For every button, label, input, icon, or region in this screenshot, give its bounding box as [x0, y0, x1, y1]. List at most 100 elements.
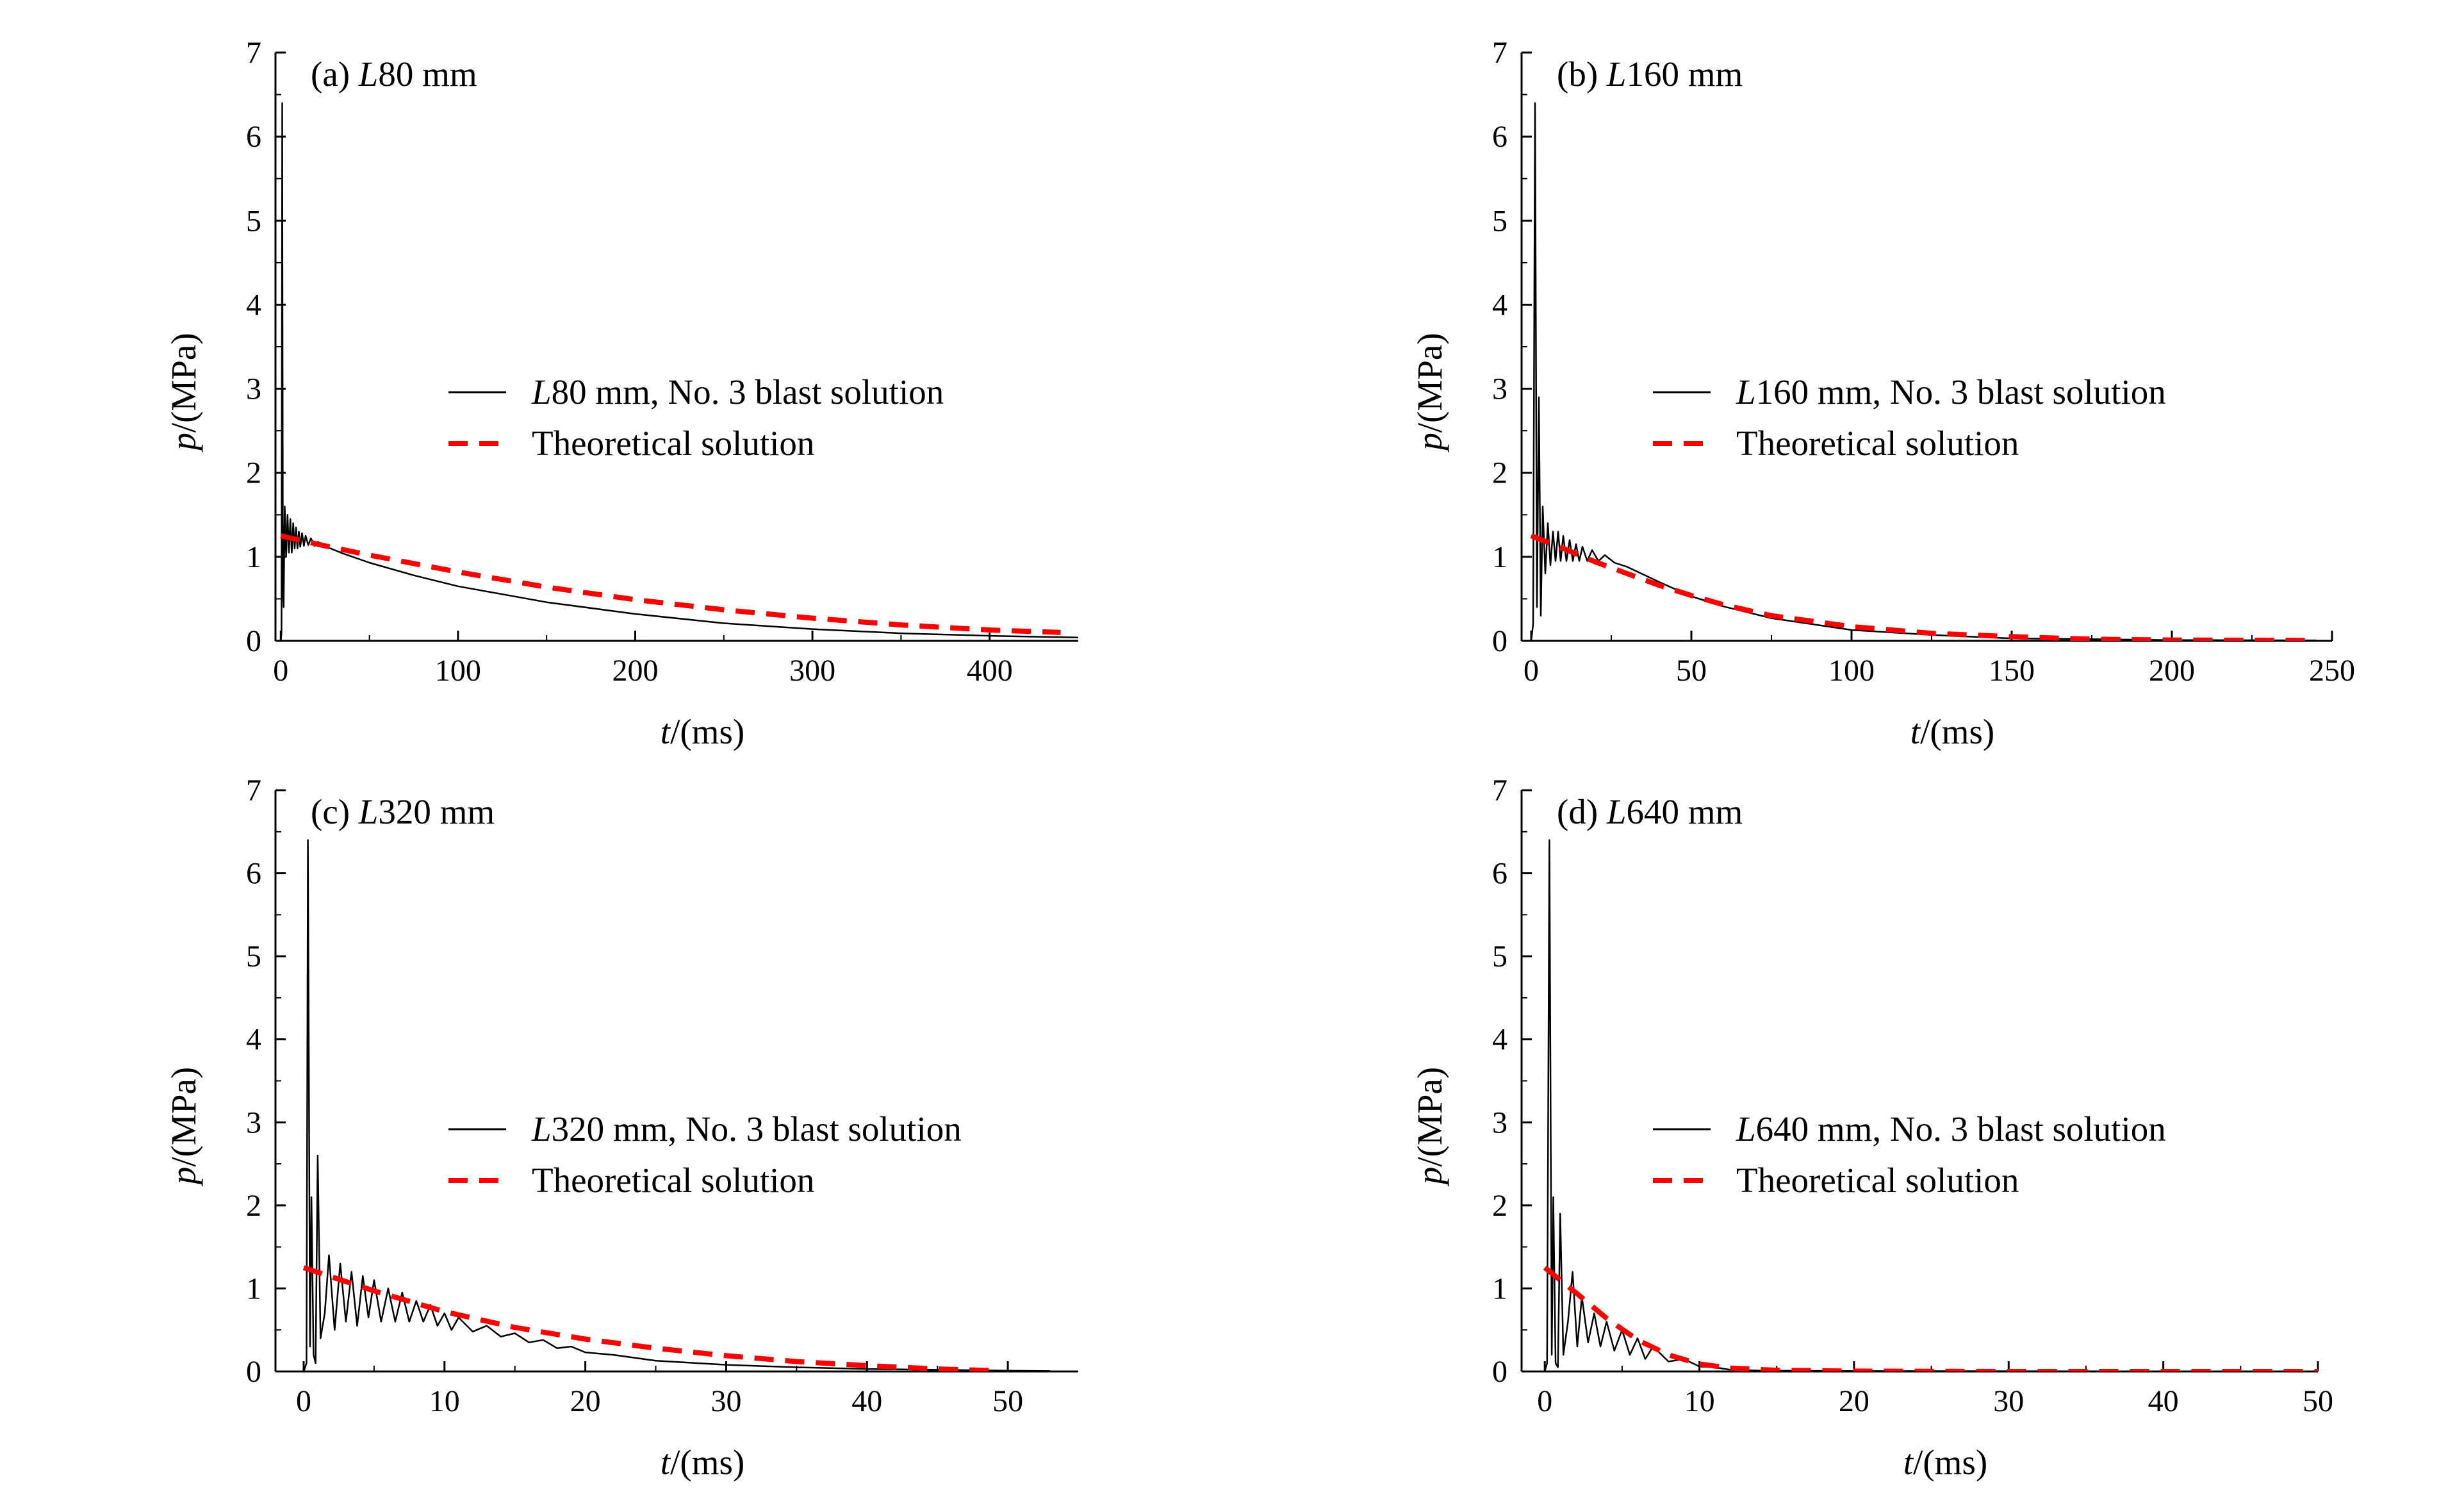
panel-c-ylabel-var: p — [164, 1167, 203, 1188]
panel-c-ytick-label: 0 — [246, 1355, 261, 1389]
panel-c-xtick-label: 20 — [570, 1384, 601, 1418]
panel-b-ytick-label: 6 — [1492, 120, 1507, 154]
panel-a-legend-label-measured: L80 mm, No. 3 blast solution — [531, 372, 944, 411]
panel-b-title-rest: 160 mm — [1626, 54, 1743, 94]
panel-a-xlabel-rest: /(ms) — [670, 712, 744, 751]
panel-b-legend: L160 mm, No. 3 blast solution Theoretical… — [1653, 372, 2166, 463]
panel-c-title-rest: 320 mm — [378, 792, 495, 831]
panel-b-xtick-label: 0 — [1524, 654, 1539, 688]
panel-b-xtick-label: 250 — [2309, 654, 2355, 688]
panel-c-ylabel-rest: /(MPa) — [164, 1067, 203, 1167]
panel-d-ytick-label: 2 — [1492, 1189, 1507, 1223]
panel-a-series-measured — [280, 102, 1078, 641]
panel-a-ytick-label: 2 — [246, 456, 261, 490]
panel-d-ylabel: p/(MPa) — [1410, 1067, 1449, 1187]
panel-a-title-prefix: (a) — [311, 54, 359, 94]
panel-a-legend-label-theory-rest: Theoretical solution — [532, 424, 814, 463]
panel-b-ytick-label: 2 — [1492, 456, 1507, 490]
panel-d-title-prefix: (d) — [1557, 792, 1607, 831]
panel-a-title-var: L — [358, 54, 379, 94]
panel-b-xlabel-var: t — [1910, 712, 1921, 751]
panel-b-legend-label-theory-rest: Theoretical solution — [1736, 424, 2019, 463]
panel-a-legend: L80 mm, No. 3 blast solution Theoretical … — [448, 372, 944, 463]
panel-c-title: (c) L320 mm — [311, 792, 495, 831]
panel-b-legend-label-measured-rest: 160 mm, No. 3 blast solution — [1756, 372, 2166, 411]
panel-c-ytick-label: 6 — [246, 857, 261, 891]
panel-c-ytick-label: 7 — [246, 774, 261, 807]
panel-a-legend-label-measured-rest: 80 mm, No. 3 blast solution — [552, 372, 944, 411]
panel-d-ytick-label: 0 — [1492, 1355, 1507, 1389]
panel-d-xtick-label: 0 — [1537, 1384, 1552, 1418]
panel-b-xtick-label: 100 — [1828, 654, 1875, 688]
panel-d-ytick-label: 1 — [1492, 1271, 1507, 1305]
panel-a-xtick-label: 300 — [789, 654, 835, 688]
panel-b-xlabel: t/(ms) — [1910, 712, 1994, 751]
panel-a-ylabel: p/(MPa) — [164, 333, 203, 452]
panel-c-legend: L320 mm, No. 3 blast solution Theoretical… — [448, 1109, 962, 1200]
panel-b-xtick-label: 200 — [2149, 654, 2195, 688]
panel-c-ytick-label: 3 — [246, 1106, 261, 1139]
panel-d-ytick-label: 6 — [1492, 857, 1507, 891]
panel-c-ytick-label: 1 — [246, 1271, 261, 1305]
panel-d-ylabel-var: p — [1410, 1167, 1449, 1188]
panel-c-series-theory — [302, 1265, 994, 1371]
panel-b-title-var: L — [1606, 54, 1627, 94]
panel-d-xlabel: t/(ms) — [1903, 1443, 1987, 1482]
panel-c-title-var: L — [358, 792, 379, 831]
panel-d-legend-label-measured-var: L — [1736, 1109, 1756, 1148]
panel-d-xlabel-rest: /(ms) — [1913, 1443, 1987, 1482]
panel-a-title-rest: 80 mm — [378, 54, 477, 94]
panel-d-legend-label-theory: Theoretical solution — [1736, 1161, 2019, 1200]
panel-c-xlabel-rest: /(ms) — [670, 1443, 744, 1482]
panel-c-xtick-label: 10 — [429, 1384, 460, 1418]
panel-d-legend-label-theory-rest: Theoretical solution — [1736, 1161, 2019, 1200]
panel-a-ylabel-var: p — [164, 433, 203, 453]
panel-b-xlabel-rest: /(ms) — [1920, 712, 1994, 751]
panel-b-ylabel: p/(MPa) — [1410, 333, 1449, 452]
panel-a-ytick-label: 1 — [246, 540, 261, 574]
panel-d-xtick-label: 30 — [1993, 1384, 2024, 1418]
panel-b-legend-label-theory: Theoretical solution — [1736, 424, 2019, 463]
panel-d-xlabel-var: t — [1903, 1443, 1914, 1482]
panel-a-ylabel-rest: /(MPa) — [164, 333, 203, 433]
panel-c-legend-label-theory: Theoretical solution — [532, 1161, 814, 1200]
panel-d-xtick-label: 20 — [1839, 1384, 1869, 1418]
panel-b-title-prefix: (b) — [1557, 54, 1607, 94]
panel-d-title-rest: 640 mm — [1626, 792, 1743, 831]
panel-c-ylabel: p/(MPa) — [164, 1067, 203, 1187]
panel-a-xlabel: t/(ms) — [661, 712, 744, 751]
panel-d-series-theory — [1543, 1265, 2318, 1371]
panel-a-xtick-label: 200 — [612, 654, 658, 688]
panel-d-title: (d) L640 mm — [1557, 792, 1743, 831]
panel-a-ytick-label: 7 — [246, 36, 261, 70]
panel-a-series-theory — [280, 533, 1061, 635]
panel-c-title-prefix: (c) — [311, 792, 359, 831]
panel-c-xtick-label: 0 — [296, 1384, 311, 1418]
panel-d-ylabel-rest: /(MPa) — [1410, 1067, 1449, 1167]
panel-c-legend-label-measured-rest: 320 mm, No. 3 blast solution — [552, 1109, 962, 1148]
panel-c-series-measured — [302, 839, 1051, 1371]
panel-b-title: (b) L160 mm — [1557, 54, 1743, 94]
panel-c-ytick-label: 4 — [246, 1023, 261, 1057]
panel-d-xtick-label: 40 — [2148, 1384, 2179, 1418]
panel-b-ytick-label: 5 — [1492, 204, 1507, 238]
panel-b-ylabel-var: p — [1410, 433, 1449, 453]
panel-a-xtick-label: 400 — [967, 654, 1013, 688]
panel-d-ytick-label: 3 — [1492, 1106, 1507, 1139]
panel-c-xtick-label: 50 — [992, 1384, 1023, 1418]
panel-d-legend: L640 mm, No. 3 blast solution Theoretical… — [1653, 1109, 2166, 1200]
panel-d-title-var: L — [1606, 792, 1627, 831]
panel-a-ytick-label: 5 — [246, 204, 261, 238]
panel-c-xlabel: t/(ms) — [661, 1443, 744, 1482]
panel-a-ytick-label: 6 — [246, 120, 261, 154]
panel-b-ylabel-rest: /(MPa) — [1410, 333, 1449, 433]
panel-d-xtick-label: 10 — [1684, 1384, 1715, 1418]
panel-b-ytick-label: 4 — [1492, 288, 1507, 322]
panel-a-xlabel-var: t — [661, 712, 671, 751]
panel-a-title: (a) L80 mm — [311, 54, 477, 94]
panel-b-ytick-label: 3 — [1492, 372, 1507, 406]
panel-c-legend-label-measured: L320 mm, No. 3 blast solution — [531, 1109, 962, 1148]
